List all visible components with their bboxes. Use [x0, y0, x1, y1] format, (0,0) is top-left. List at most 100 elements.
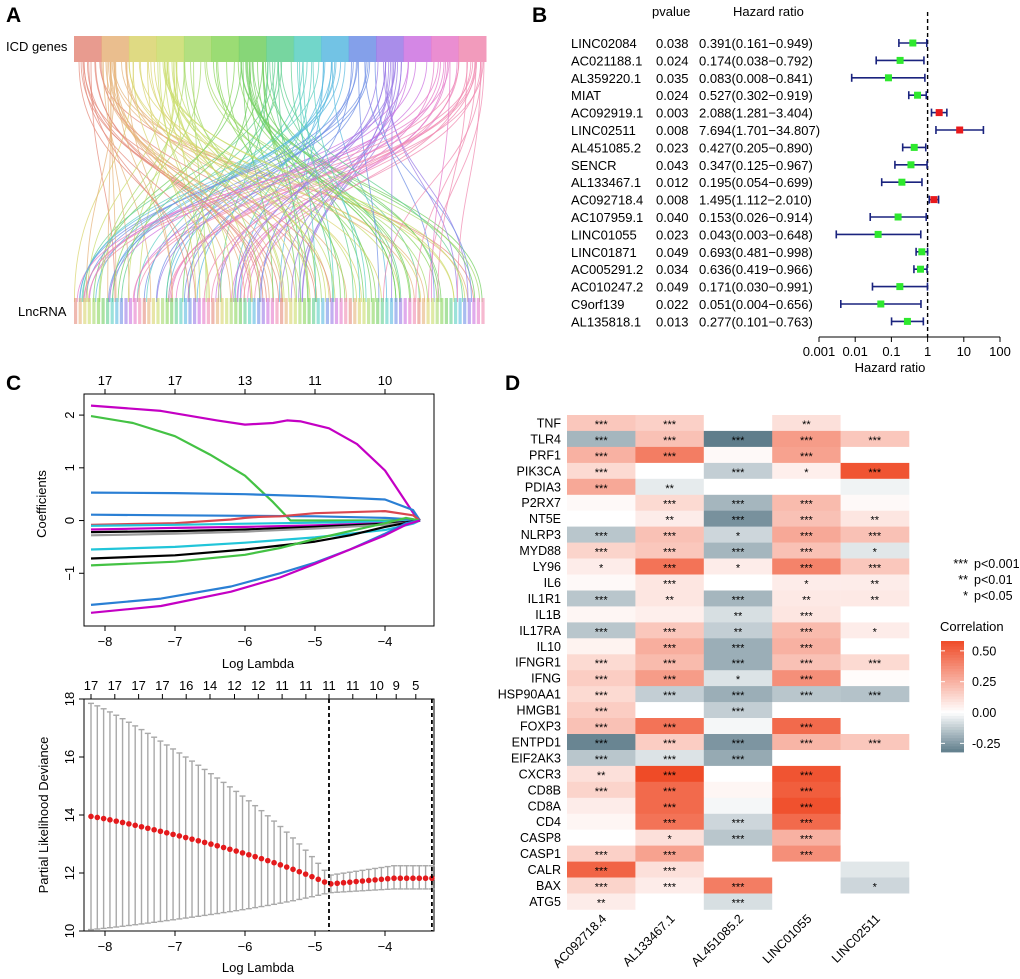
heatmap-cell — [635, 829, 705, 846]
heatmap-cell — [703, 686, 773, 703]
cv-point — [100, 815, 107, 822]
heatmap-significance: *** — [663, 658, 677, 670]
heatmap-cell — [703, 813, 773, 831]
correlation-legend-band — [941, 693, 964, 697]
lncrna-node — [362, 298, 366, 324]
sankey-link — [106, 61, 130, 303]
heatmap-significance: ** — [871, 579, 880, 591]
heatmap-cell — [567, 558, 636, 575]
forest-point — [916, 265, 924, 273]
heatmap-cell — [772, 478, 841, 496]
cv-x-tick-label: −8 — [98, 939, 113, 954]
lncrna-node — [472, 298, 476, 324]
cv-point — [422, 875, 429, 882]
sankey-link — [415, 61, 477, 303]
heatmap-cell — [840, 765, 910, 783]
forest-gene-label: AL135818.1 — [571, 314, 641, 329]
cv-top-tick-label: 11 — [299, 678, 313, 693]
sig-legend-mark: ** — [958, 573, 968, 587]
cv-top-tick-label: 17 — [131, 678, 145, 693]
correlation-legend-band — [941, 657, 964, 661]
coef-top-tick-label: 11 — [308, 373, 322, 388]
heatmap-cell — [635, 606, 705, 623]
heatmap-cell — [772, 861, 841, 878]
heatmap-significance: *** — [663, 722, 677, 734]
cv-point — [113, 818, 120, 824]
correlation-legend-band — [941, 682, 964, 686]
heatmap-column-label: LINC01055 — [760, 912, 815, 967]
coef-path-line — [90, 510, 421, 526]
sankey-link — [312, 61, 361, 303]
coef-top-tick-label: 17 — [168, 373, 182, 388]
heatmap-cell — [772, 797, 841, 815]
lncrna-node — [252, 298, 256, 324]
heatmap-cell — [772, 781, 841, 799]
lncrna-node — [128, 298, 133, 324]
heatmap-significance: *** — [732, 594, 746, 606]
heatmap-significance: *** — [663, 674, 677, 686]
heatmap-significance: *** — [732, 658, 746, 670]
heatmap-cell — [840, 718, 910, 735]
cv-point — [239, 850, 246, 856]
lncrna-node — [339, 298, 343, 324]
lncrna-node — [298, 298, 302, 324]
heatmap-significance: * — [736, 563, 741, 575]
heatmap-significance: *** — [595, 435, 609, 447]
heatmap-cell — [703, 622, 773, 639]
forest-gene-label: AL451085.2 — [571, 140, 641, 155]
heatmap-significance: *** — [663, 531, 677, 543]
sankey-link — [165, 61, 326, 303]
correlation-legend-band — [941, 707, 964, 711]
heatmap-cell — [567, 829, 636, 846]
heatmap-cell — [840, 829, 910, 846]
heatmap-row-label: ATG5 — [529, 895, 561, 909]
forest-hr-text: 2.088(1.281−3.404) — [699, 106, 813, 121]
forest-gene-label: AL359220.1 — [571, 71, 641, 86]
heatmap-row-label: LY96 — [533, 560, 561, 574]
lncrna-node — [330, 298, 334, 324]
heatmap-significance: *** — [868, 563, 882, 575]
heatmap-cell — [635, 415, 705, 432]
heatmap-cell — [567, 686, 636, 703]
correlation-heatmap: *** *** ***** *** *** *** ****** *** ****** *** * *… — [498, 415, 1020, 971]
coef-path-line — [90, 519, 421, 614]
heatmap-cell — [703, 829, 773, 846]
heatmap-cell — [840, 750, 910, 767]
correlation-legend-band — [941, 665, 964, 670]
lncrna-node — [170, 298, 174, 324]
lncrna-node — [165, 298, 169, 324]
correlation-legend-band — [941, 699, 964, 703]
icd-gene-node — [348, 36, 377, 62]
heatmap-cell — [703, 750, 773, 767]
forest-point — [907, 161, 915, 169]
heatmap-cell — [772, 670, 841, 687]
heatmap-row-label: IFNGR1 — [515, 656, 561, 670]
cv-point — [163, 830, 170, 836]
forest-hr-text: 0.277(0.101−0.763) — [699, 314, 813, 329]
lncrna-node — [399, 298, 403, 324]
lncrna-node — [106, 298, 110, 324]
sankey-link — [108, 61, 371, 303]
forest-pvalue: 0.040 — [656, 210, 689, 225]
heatmap-significance: ** — [665, 594, 674, 606]
cv-ylabel: Partial Likelihood Deviance — [36, 737, 51, 894]
heatmap-cell — [772, 542, 841, 559]
cv-y-tick-label: 16 — [62, 750, 77, 764]
lncrna-node — [261, 298, 265, 324]
cv-axes: −8 −7 −6 −5 −4 10 12 14 16 18 17 17 17 17 16 14 12 12 11 11… — [62, 678, 419, 954]
correlation-legend-title: Correlation — [940, 619, 1004, 634]
icd-gene-node — [128, 36, 157, 62]
heatmap-significance: *** — [800, 563, 814, 575]
heatmap-cell — [567, 510, 636, 527]
heatmap-cell — [567, 415, 636, 432]
cv-point — [88, 813, 94, 820]
lncrna-node — [74, 298, 78, 324]
heatmap-significance: *** — [595, 626, 609, 638]
sankey-link — [168, 61, 346, 303]
heatmap-cell — [635, 558, 705, 575]
sankey-top-nodes — [74, 36, 487, 62]
correlation-legend-band — [941, 724, 964, 728]
heatmap-row-label: IL1R1 — [528, 592, 561, 606]
heatmap-cell — [567, 734, 636, 751]
coef-y-tick-label: 0 — [62, 517, 77, 524]
